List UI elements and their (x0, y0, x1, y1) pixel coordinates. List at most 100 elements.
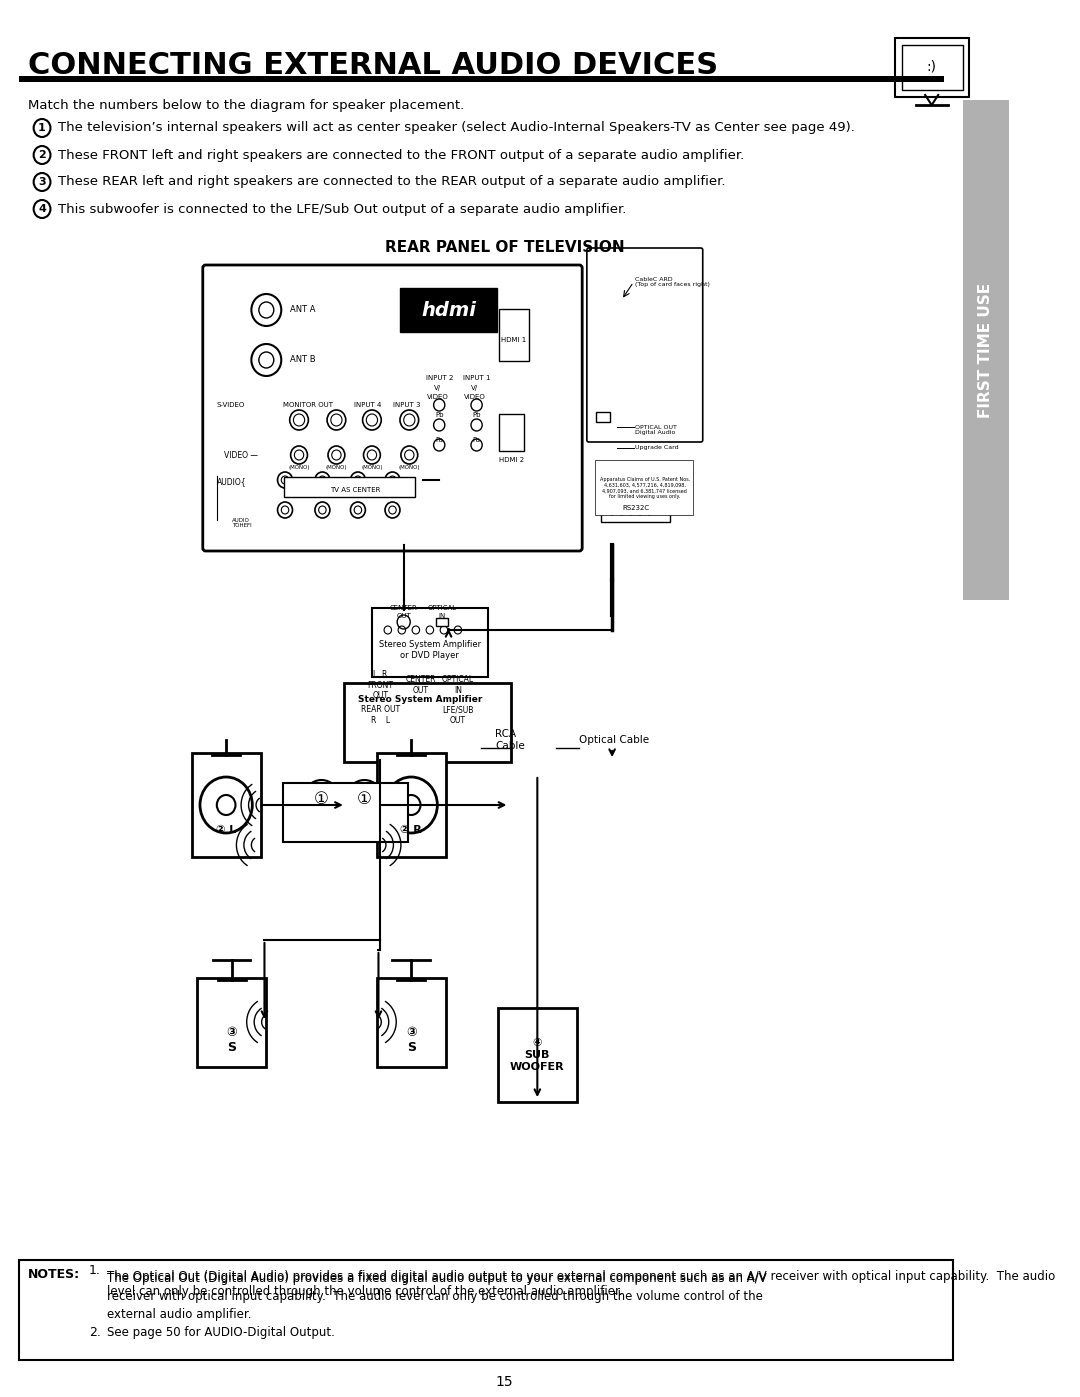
Text: ④
SUB
WOOFER: ④ SUB WOOFER (510, 1038, 565, 1071)
Text: external audio amplifier.: external audio amplifier. (108, 1308, 252, 1322)
Text: These REAR left and right speakers are connected to the REAR output of a separat: These REAR left and right speakers are c… (58, 176, 726, 189)
Text: OPTICAL
IN: OPTICAL IN (442, 675, 474, 694)
FancyBboxPatch shape (600, 493, 670, 522)
Text: Pa: Pa (473, 437, 481, 443)
Text: (MONO): (MONO) (326, 465, 347, 471)
Text: 4: 4 (38, 204, 46, 214)
Text: 15: 15 (496, 1375, 513, 1389)
Text: V/: V/ (434, 386, 441, 391)
Text: INPUT 4: INPUT 4 (353, 402, 381, 408)
Circle shape (648, 511, 651, 515)
Text: CENTER
OUT: CENTER OUT (405, 675, 435, 694)
Text: :): :) (927, 60, 936, 74)
FancyBboxPatch shape (203, 265, 582, 550)
Text: V/: V/ (471, 386, 478, 391)
FancyBboxPatch shape (372, 608, 488, 678)
Bar (18, 75, 944, 82)
Text: The Optical Out (Digital Audio) provides a fixed digital audio output to your ex: The Optical Out (Digital Audio) provides… (108, 1273, 767, 1285)
Text: INPUT 1: INPUT 1 (463, 374, 490, 381)
Text: Optical Cable: Optical Cable (579, 735, 649, 745)
Text: OPTICAL
IN: OPTICAL IN (428, 605, 457, 619)
Text: These FRONT left and right speakers are connected to the FRONT output of a separ: These FRONT left and right speakers are … (58, 148, 744, 162)
Text: 3: 3 (38, 177, 45, 187)
FancyBboxPatch shape (18, 1260, 954, 1361)
Bar (436, 617, 447, 626)
Text: Apparatus Claims of U.S. Patent Nos.
4,631,603, 4,577,216, 4,819,098,
4,907,093,: Apparatus Claims of U.S. Patent Nos. 4,6… (599, 476, 690, 499)
FancyBboxPatch shape (377, 978, 446, 1067)
Text: TV AS CENTER: TV AS CENTER (329, 488, 380, 493)
FancyBboxPatch shape (499, 414, 524, 451)
FancyBboxPatch shape (198, 978, 267, 1067)
Text: REAR PANEL OF TELEVISION: REAR PANEL OF TELEVISION (384, 240, 624, 256)
Text: L  R
FRONT
OUT: L R FRONT OUT (367, 671, 393, 700)
Circle shape (629, 511, 633, 515)
Text: REAR 1: REAR 1 (436, 295, 461, 300)
Text: CENTER
OUT: CENTER OUT (390, 605, 418, 619)
Text: VIDEO: VIDEO (427, 394, 448, 400)
Text: 1: 1 (38, 123, 46, 133)
Text: CONNECTING EXTERNAL AUDIO DEVICES: CONNECTING EXTERNAL AUDIO DEVICES (28, 50, 718, 80)
FancyBboxPatch shape (895, 38, 969, 96)
Text: (MONO): (MONO) (361, 465, 382, 471)
Text: 2.: 2. (89, 1326, 100, 1338)
Text: VIDEO: VIDEO (463, 394, 486, 400)
Text: See page 50 for AUDIO-Digital Output.: See page 50 for AUDIO-Digital Output. (108, 1326, 336, 1338)
Text: ①: ① (314, 789, 329, 807)
Bar (595, 460, 693, 515)
Bar (284, 476, 415, 497)
Text: INPUT 3: INPUT 3 (393, 402, 420, 408)
Text: AUDIO{: AUDIO{ (217, 478, 246, 486)
Text: HDMI 2: HDMI 2 (499, 457, 524, 462)
Text: 2: 2 (38, 149, 46, 161)
Text: Match the numbers below to the diagram for speaker placement.: Match the numbers below to the diagram f… (28, 99, 464, 112)
FancyBboxPatch shape (343, 683, 511, 761)
FancyBboxPatch shape (191, 753, 260, 856)
Text: HDMI 1: HDMI 1 (501, 337, 527, 344)
FancyBboxPatch shape (962, 101, 1009, 599)
FancyBboxPatch shape (283, 782, 408, 842)
Text: REAR OUT
R    L: REAR OUT R L (361, 705, 400, 725)
Text: INPUT 2: INPUT 2 (426, 374, 453, 381)
Text: Pa: Pa (435, 437, 443, 443)
Text: The television’s internal speakers will act as center speaker (select Audio-Inte: The television’s internal speakers will … (58, 122, 854, 134)
FancyBboxPatch shape (902, 45, 962, 89)
Text: ①: ① (357, 789, 372, 807)
Text: hdmi: hdmi (421, 300, 476, 320)
Bar (596, 412, 610, 422)
FancyBboxPatch shape (498, 1009, 577, 1102)
Text: ② R: ② R (401, 826, 422, 835)
Text: RS232C: RS232C (622, 504, 649, 511)
Text: NOTES:: NOTES: (28, 1268, 80, 1281)
Text: ANT A: ANT A (289, 306, 315, 314)
Circle shape (362, 798, 367, 803)
Text: ANT B: ANT B (289, 355, 315, 365)
Circle shape (638, 511, 642, 515)
Text: 1.: 1. (89, 1263, 100, 1277)
Circle shape (610, 511, 613, 515)
Text: Pb: Pb (472, 412, 481, 418)
FancyBboxPatch shape (400, 288, 497, 332)
Text: The Optical Out (Digital Audio) provides a fixed digital audio output to your ex: The Optical Out (Digital Audio) provides… (108, 1270, 1056, 1298)
Text: MONITOR OUT: MONITOR OUT (283, 402, 334, 408)
Text: Upgrade Card: Upgrade Card (635, 446, 679, 450)
Text: VIDEO —: VIDEO — (225, 450, 258, 460)
Text: ② L: ② L (216, 826, 237, 835)
Text: (MONO): (MONO) (399, 465, 420, 471)
Circle shape (620, 511, 623, 515)
Text: AUDIO
TOHEFI: AUDIO TOHEFI (232, 518, 252, 528)
Text: ③
S: ③ S (227, 1025, 238, 1053)
Text: RCA
Cable: RCA Cable (496, 729, 525, 750)
FancyBboxPatch shape (499, 309, 529, 360)
Text: OPTICAL OUT
Digital Audio: OPTICAL OUT Digital Audio (635, 425, 677, 436)
Text: receiver with optical input capability.  The audio level can only be controlled : receiver with optical input capability. … (108, 1289, 764, 1303)
Text: LFE/SUB
OUT: LFE/SUB OUT (442, 705, 474, 725)
FancyBboxPatch shape (377, 753, 446, 856)
Text: ③
S: ③ S (406, 1025, 417, 1053)
Text: FIRST TIME USE: FIRST TIME USE (978, 282, 994, 418)
Circle shape (319, 798, 324, 803)
FancyBboxPatch shape (586, 249, 703, 441)
Text: Pb: Pb (435, 412, 444, 418)
Text: Stereo System Amplifier
or DVD Player: Stereo System Amplifier or DVD Player (379, 640, 481, 659)
Text: Stereo System Amplifier: Stereo System Amplifier (359, 696, 483, 704)
Text: S-VIDEO: S-VIDEO (217, 402, 245, 408)
